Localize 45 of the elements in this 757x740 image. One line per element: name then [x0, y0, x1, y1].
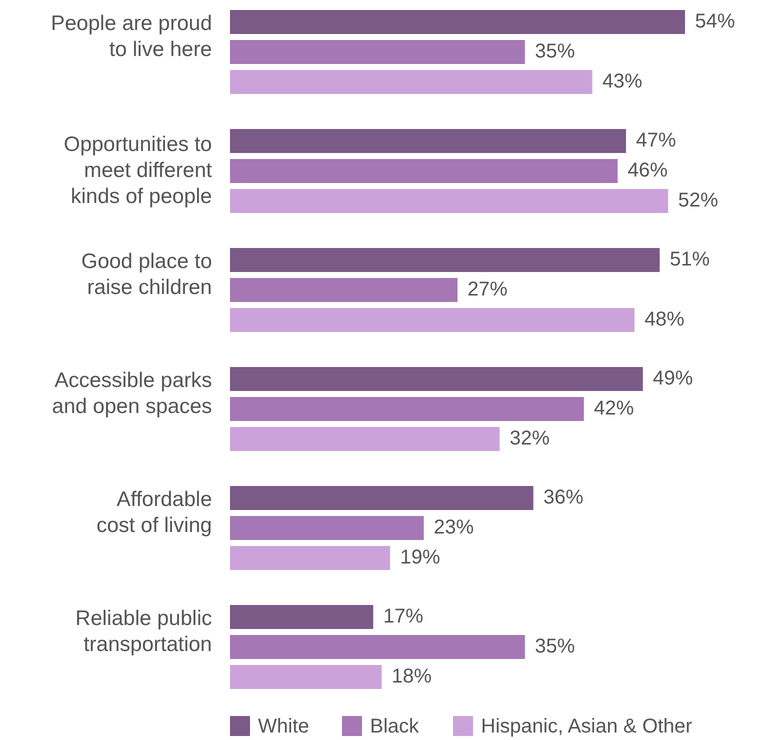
data-label: 23%	[434, 516, 474, 538]
bar	[230, 308, 634, 332]
bar	[230, 635, 525, 659]
y-tick-label: Reliable public transportation	[75, 606, 212, 656]
data-label: 32%	[510, 427, 550, 450]
bar	[230, 159, 618, 183]
bar	[230, 189, 668, 213]
data-label: 54%	[695, 10, 736, 32]
y-tick-label: Good place to raise children	[81, 250, 212, 299]
bar	[230, 129, 626, 153]
bar	[230, 665, 382, 689]
bar	[230, 605, 374, 629]
bar	[230, 427, 500, 451]
legend-label: Black	[370, 715, 420, 738]
data-label: 52%	[678, 189, 718, 212]
y-tick-label: Opportunities to meet different kinds of people	[64, 132, 212, 208]
y-tick-label: Accessible parks and open spaces	[52, 368, 212, 418]
data-label: 42%	[594, 397, 634, 420]
data-label: 49%	[652, 367, 694, 390]
data-label: 19%	[400, 546, 440, 568]
y-tick-label: People are proud to live here	[50, 12, 212, 61]
data-label: 35%	[534, 40, 576, 62]
legend-label: Hispanic, Asian & Other	[481, 715, 693, 738]
data-label: 18%	[392, 665, 432, 688]
data-label: 46%	[628, 159, 668, 182]
bar	[230, 278, 458, 302]
legend-label: White	[258, 715, 310, 738]
bar	[230, 367, 643, 391]
bar	[230, 397, 584, 421]
data-label: 51%	[670, 248, 710, 270]
bar	[230, 70, 592, 94]
bar	[230, 40, 525, 64]
data-label: 35%	[534, 635, 576, 658]
data-label: 47%	[636, 129, 676, 152]
y-tick-label: Affordable cost of living	[96, 488, 212, 537]
data-label: 48%	[644, 308, 685, 330]
data-label: 17%	[383, 605, 424, 628]
bar	[230, 516, 424, 540]
data-label: 36%	[543, 486, 584, 508]
bar	[230, 10, 685, 34]
data-label: 43%	[602, 70, 643, 92]
bar	[230, 486, 534, 510]
bar	[230, 248, 660, 272]
bar	[230, 546, 390, 570]
data-label: 27%	[468, 278, 508, 300]
